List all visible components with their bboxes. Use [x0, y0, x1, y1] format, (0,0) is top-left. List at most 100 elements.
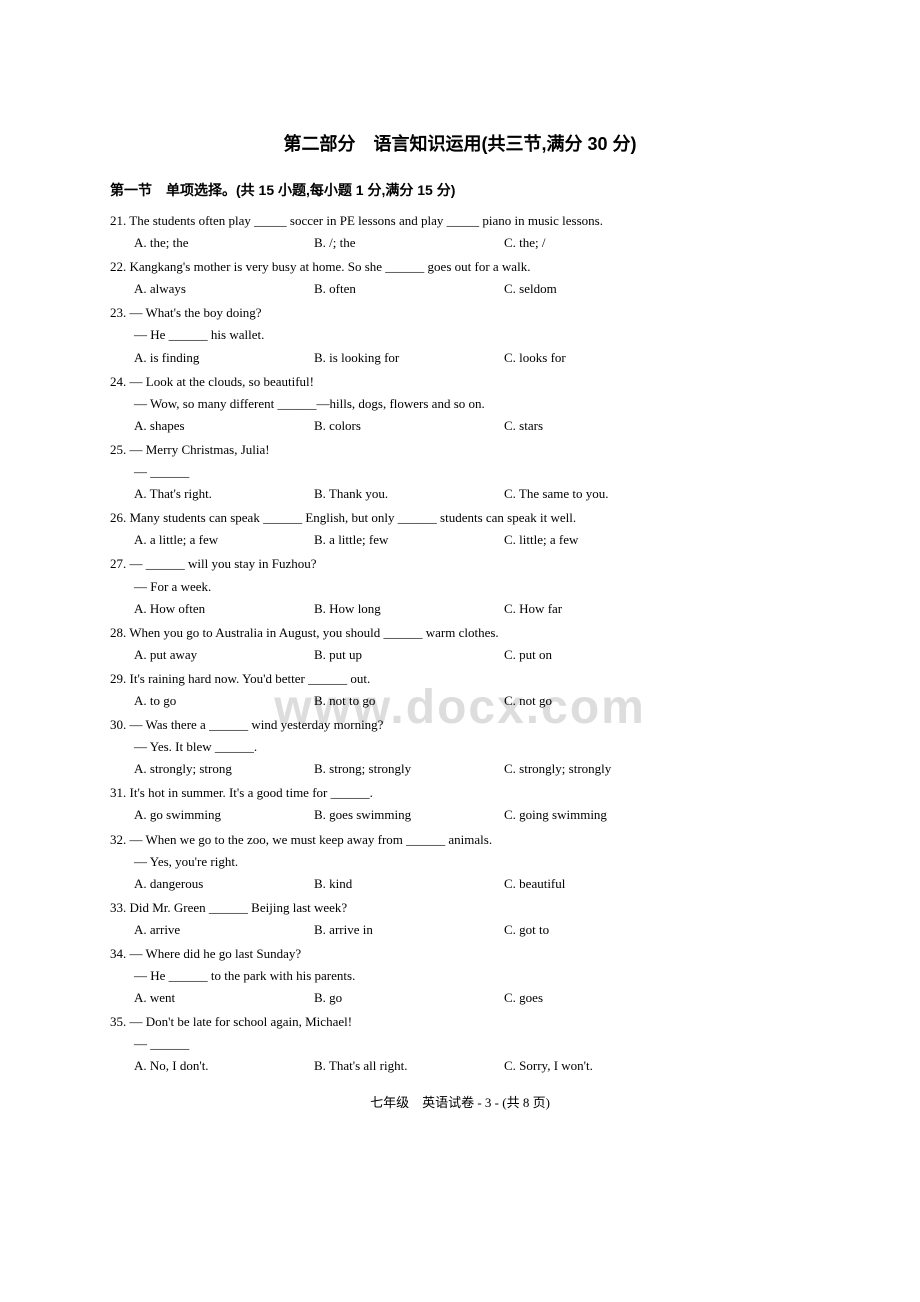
- question-sub: — For a week.: [110, 576, 810, 598]
- option-b: B. often: [314, 278, 504, 300]
- options-row: A. a little; a fewB. a little; fewC. lit…: [110, 529, 810, 551]
- option-b: B. arrive in: [314, 919, 504, 941]
- question-text: 23. — What's the boy doing?: [110, 302, 810, 324]
- question-item: 33. Did Mr. Green ______ Beijing last we…: [110, 897, 810, 941]
- question-text: 24. — Look at the clouds, so beautiful!: [110, 371, 810, 393]
- options-row: A. go swimmingB. goes swimmingC. going s…: [110, 804, 810, 826]
- options-row: A. wentB. goC. goes: [110, 987, 810, 1009]
- question-item: 25. — Merry Christmas, Julia!— ______A. …: [110, 439, 810, 505]
- options-row: A. No, I don't.B. That's all right.C. So…: [110, 1055, 810, 1077]
- options-row: A. strongly; strongB. strong; stronglyC.…: [110, 758, 810, 780]
- option-b: B. a little; few: [314, 529, 504, 551]
- question-text: 35. — Don't be late for school again, Mi…: [110, 1011, 810, 1033]
- question-sub: — ______: [110, 1033, 810, 1055]
- option-a: A. dangerous: [134, 873, 314, 895]
- question-item: 27. — ______ will you stay in Fuzhou?— F…: [110, 553, 810, 619]
- options-row: A. the; theB. /; theC. the; /: [110, 232, 810, 254]
- option-c: C. little; a few: [504, 529, 724, 551]
- option-c: C. not go: [504, 690, 724, 712]
- question-text: 27. — ______ will you stay in Fuzhou?: [110, 553, 810, 575]
- section-header: 第一节 单项选择。(共 15 小题,每小题 1 分,满分 15 分): [110, 180, 810, 200]
- option-a: A. strongly; strong: [134, 758, 314, 780]
- question-item: 31. It's hot in summer. It's a good time…: [110, 782, 810, 826]
- options-row: A. dangerousB. kindC. beautiful: [110, 873, 810, 895]
- options-row: A. to goB. not to goC. not go: [110, 690, 810, 712]
- question-sub: — Yes. It blew ______.: [110, 736, 810, 758]
- options-row: A. How oftenB. How longC. How far: [110, 598, 810, 620]
- option-c: C. seldom: [504, 278, 724, 300]
- question-item: 24. — Look at the clouds, so beautiful!—…: [110, 371, 810, 437]
- option-a: A. No, I don't.: [134, 1055, 314, 1077]
- options-row: A. arriveB. arrive inC. got to: [110, 919, 810, 941]
- option-c: C. strongly; strongly: [504, 758, 724, 780]
- option-c: C. goes: [504, 987, 724, 1009]
- option-a: A. always: [134, 278, 314, 300]
- question-text: 33. Did Mr. Green ______ Beijing last we…: [110, 897, 810, 919]
- option-c: C. beautiful: [504, 873, 724, 895]
- options-row: A. is findingB. is looking forC. looks f…: [110, 347, 810, 369]
- options-row: A. That's right.B. Thank you.C. The same…: [110, 483, 810, 505]
- option-b: B. is looking for: [314, 347, 504, 369]
- option-c: C. put on: [504, 644, 724, 666]
- option-a: A. That's right.: [134, 483, 314, 505]
- question-text: 21. The students often play _____ soccer…: [110, 210, 810, 232]
- option-b: B. strong; strongly: [314, 758, 504, 780]
- question-item: 30. — Was there a ______ wind yesterday …: [110, 714, 810, 780]
- question-sub: — Yes, you're right.: [110, 851, 810, 873]
- question-text: 26. Many students can speak ______ Engli…: [110, 507, 810, 529]
- option-b: B. not to go: [314, 690, 504, 712]
- question-item: 32. — When we go to the zoo, we must kee…: [110, 829, 810, 895]
- question-sub: — He ______ to the park with his parents…: [110, 965, 810, 987]
- options-row: A. shapesB. colorsC. stars: [110, 415, 810, 437]
- question-text: 25. — Merry Christmas, Julia!: [110, 439, 810, 461]
- option-b: B. put up: [314, 644, 504, 666]
- option-c: C. going swimming: [504, 804, 724, 826]
- option-b: B. /; the: [314, 232, 504, 254]
- option-b: B. That's all right.: [314, 1055, 504, 1077]
- option-c: C. The same to you.: [504, 483, 724, 505]
- option-b: B. How long: [314, 598, 504, 620]
- option-b: B. go: [314, 987, 504, 1009]
- question-text: 32. — When we go to the zoo, we must kee…: [110, 829, 810, 851]
- option-a: A. put away: [134, 644, 314, 666]
- question-item: 29. It's raining hard now. You'd better …: [110, 668, 810, 712]
- page-footer: 七年级 英语试卷 - 3 - (共 8 页): [110, 1092, 810, 1111]
- question-text: 28. When you go to Australia in August, …: [110, 622, 810, 644]
- question-item: 21. The students often play _____ soccer…: [110, 210, 810, 254]
- question-sub: — ______: [110, 461, 810, 483]
- question-item: 23. — What's the boy doing?— He ______ h…: [110, 302, 810, 368]
- option-a: A. How often: [134, 598, 314, 620]
- question-sub: — He ______ his wallet.: [110, 324, 810, 346]
- option-a: A. is finding: [134, 347, 314, 369]
- option-a: A. arrive: [134, 919, 314, 941]
- page-content: 第二部分 语言知识运用(共三节,满分 30 分) 第一节 单项选择。(共 15 …: [110, 130, 810, 1111]
- option-b: B. colors: [314, 415, 504, 437]
- question-item: 34. — Where did he go last Sunday?— He _…: [110, 943, 810, 1009]
- question-item: 26. Many students can speak ______ Engli…: [110, 507, 810, 551]
- option-c: C. Sorry, I won't.: [504, 1055, 724, 1077]
- question-item: 28. When you go to Australia in August, …: [110, 622, 810, 666]
- option-c: C. How far: [504, 598, 724, 620]
- options-row: A. alwaysB. oftenC. seldom: [110, 278, 810, 300]
- options-row: A. put awayB. put upC. put on: [110, 644, 810, 666]
- option-c: C. looks for: [504, 347, 724, 369]
- question-item: 35. — Don't be late for school again, Mi…: [110, 1011, 810, 1077]
- option-c: C. the; /: [504, 232, 724, 254]
- question-text: 34. — Where did he go last Sunday?: [110, 943, 810, 965]
- questions-list: 21. The students often play _____ soccer…: [110, 210, 810, 1078]
- option-a: A. go swimming: [134, 804, 314, 826]
- question-item: 22. Kangkang's mother is very busy at ho…: [110, 256, 810, 300]
- option-a: A. a little; a few: [134, 529, 314, 551]
- option-b: B. goes swimming: [314, 804, 504, 826]
- option-a: A. shapes: [134, 415, 314, 437]
- option-c: C. stars: [504, 415, 724, 437]
- option-a: A. went: [134, 987, 314, 1009]
- option-a: A. the; the: [134, 232, 314, 254]
- question-text: 31. It's hot in summer. It's a good time…: [110, 782, 810, 804]
- question-text: 29. It's raining hard now. You'd better …: [110, 668, 810, 690]
- option-b: B. Thank you.: [314, 483, 504, 505]
- option-b: B. kind: [314, 873, 504, 895]
- option-a: A. to go: [134, 690, 314, 712]
- part-title: 第二部分 语言知识运用(共三节,满分 30 分): [110, 130, 810, 156]
- question-sub: — Wow, so many different ______—hills, d…: [110, 393, 810, 415]
